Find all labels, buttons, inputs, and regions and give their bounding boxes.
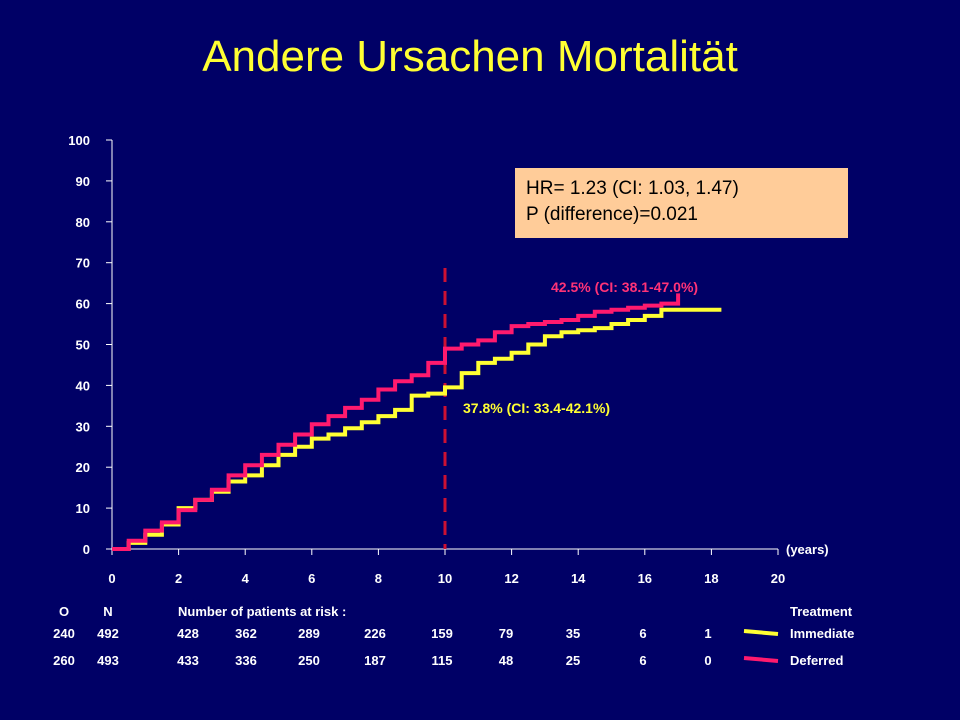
risk-count: 35 [566,626,580,641]
risk-count: 159 [431,626,453,641]
y-tick-label: 60 [76,297,90,312]
y-tick-label: 80 [76,215,90,230]
x-tick-label: 2 [175,571,182,586]
risk-header-title: Number of patients at risk : [178,604,346,619]
risk-count: 115 [432,653,453,668]
risk-row-o: 240 [53,626,75,641]
risk-row-n: 493 [97,653,119,668]
slide-title: Andere Ursachen Mortalität [202,32,738,81]
risk-count: 428 [177,626,199,641]
immediate-annotation: 37.8% (CI: 33.4-42.1%) [463,400,610,416]
x-tick-label: 6 [308,571,315,586]
legend-label-deferred: Deferred [790,653,844,668]
x-axis-label: (years) [786,542,829,557]
x-tick-label: 8 [375,571,382,586]
x-tick-label: 4 [242,571,250,586]
x-tick-label: 16 [638,571,652,586]
risk-count: 6 [639,626,646,641]
y-tick-label: 20 [76,460,90,475]
y-tick-label: 100 [68,133,90,148]
x-tick-label: 20 [771,571,785,586]
deferred-annotation: 42.5% (CI: 38.1-47.0%) [551,279,698,295]
x-tick-label: 14 [571,571,586,586]
x-tick-label: 10 [438,571,452,586]
series-deferred-line [112,293,681,551]
risk-row-n: 492 [97,626,119,641]
risk-header-o: O [59,604,69,619]
risk-count: 79 [499,626,513,641]
series-immediate-line [112,307,722,551]
risk-count: 25 [566,653,580,668]
legend-label-immediate: Immediate [790,626,854,641]
risk-table: O N Number of patients at risk : Treatment 2… [53,604,854,668]
risk-count: 336 [235,653,257,668]
legend-swatch-immediate [743,629,779,636]
y-tick-label: 0 [83,542,90,557]
risk-row-o: 260 [53,653,75,668]
risk-count: 6 [639,653,646,668]
y-tick-label: 90 [76,174,90,189]
hazard-ratio-text: HR= 1.23 (CI: 1.03, 1.47) [526,178,739,199]
x-tick-label: 12 [504,571,518,586]
p-value-text: P (difference)=0.021 [526,204,699,225]
risk-count: 433 [177,653,199,668]
risk-count: 1 [704,626,711,641]
chart-series [112,293,722,551]
y-tick-label: 10 [76,501,90,516]
risk-count: 289 [298,626,320,641]
risk-header-n: N [103,604,112,619]
risk-count: 250 [298,653,320,668]
risk-count: 0 [704,653,711,668]
risk-count: 226 [364,626,386,641]
legend-swatch-deferred [743,656,779,663]
y-tick-label: 30 [76,419,90,434]
x-tick-label: 18 [704,571,718,586]
hazard-ratio-box: HR= 1.23 (CI: 1.03, 1.47) P (difference)… [515,168,848,238]
x-tick-label: 0 [108,571,115,586]
risk-count: 187 [364,653,386,668]
y-tick-label: 50 [76,338,90,353]
y-tick-label: 70 [76,256,90,271]
risk-count: 48 [499,653,513,668]
risk-header-treatment: Treatment [790,604,853,619]
y-tick-label: 40 [76,378,90,393]
chart-annotations: 42.5% (CI: 38.1-47.0%) 37.8% (CI: 33.4-42… [463,279,698,416]
risk-count: 362 [235,626,257,641]
